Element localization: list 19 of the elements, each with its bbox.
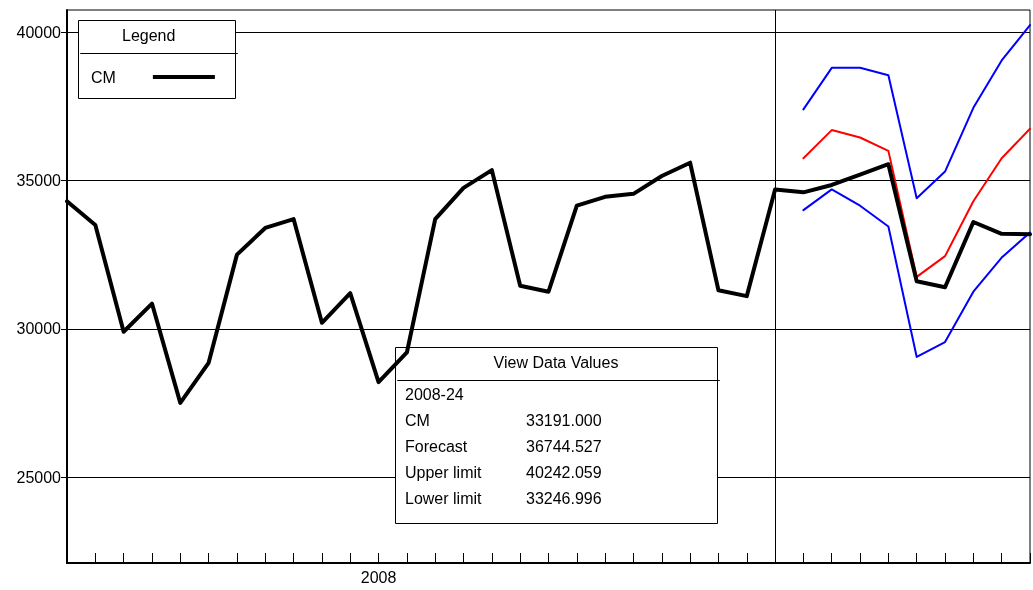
line-series xyxy=(802,24,1031,200)
legend-title: Legend xyxy=(122,26,176,44)
annotation: Lower limit xyxy=(405,489,483,507)
annotation: 33191.000 xyxy=(526,411,602,429)
annotation: 40242.059 xyxy=(526,463,602,481)
annotation: CM xyxy=(405,411,430,429)
annotation: View Data Values xyxy=(493,353,619,371)
legend-label: CM xyxy=(90,68,116,86)
annotation: 36744.527 xyxy=(526,437,602,455)
y-tick-label: 25000 xyxy=(16,468,62,486)
y-tick-label: 30000 xyxy=(16,320,62,338)
y-tick-label: 40000 xyxy=(16,23,62,41)
y-tick-label: 35000 xyxy=(16,172,62,189)
annotation: 2008-24 xyxy=(405,385,464,403)
line-series xyxy=(802,127,1031,278)
annotation: Forecast xyxy=(405,437,468,455)
x-tick-label: 2008 xyxy=(360,568,397,586)
annotation: Upper limit xyxy=(405,463,483,481)
annotation: 33246.996 xyxy=(526,489,602,507)
